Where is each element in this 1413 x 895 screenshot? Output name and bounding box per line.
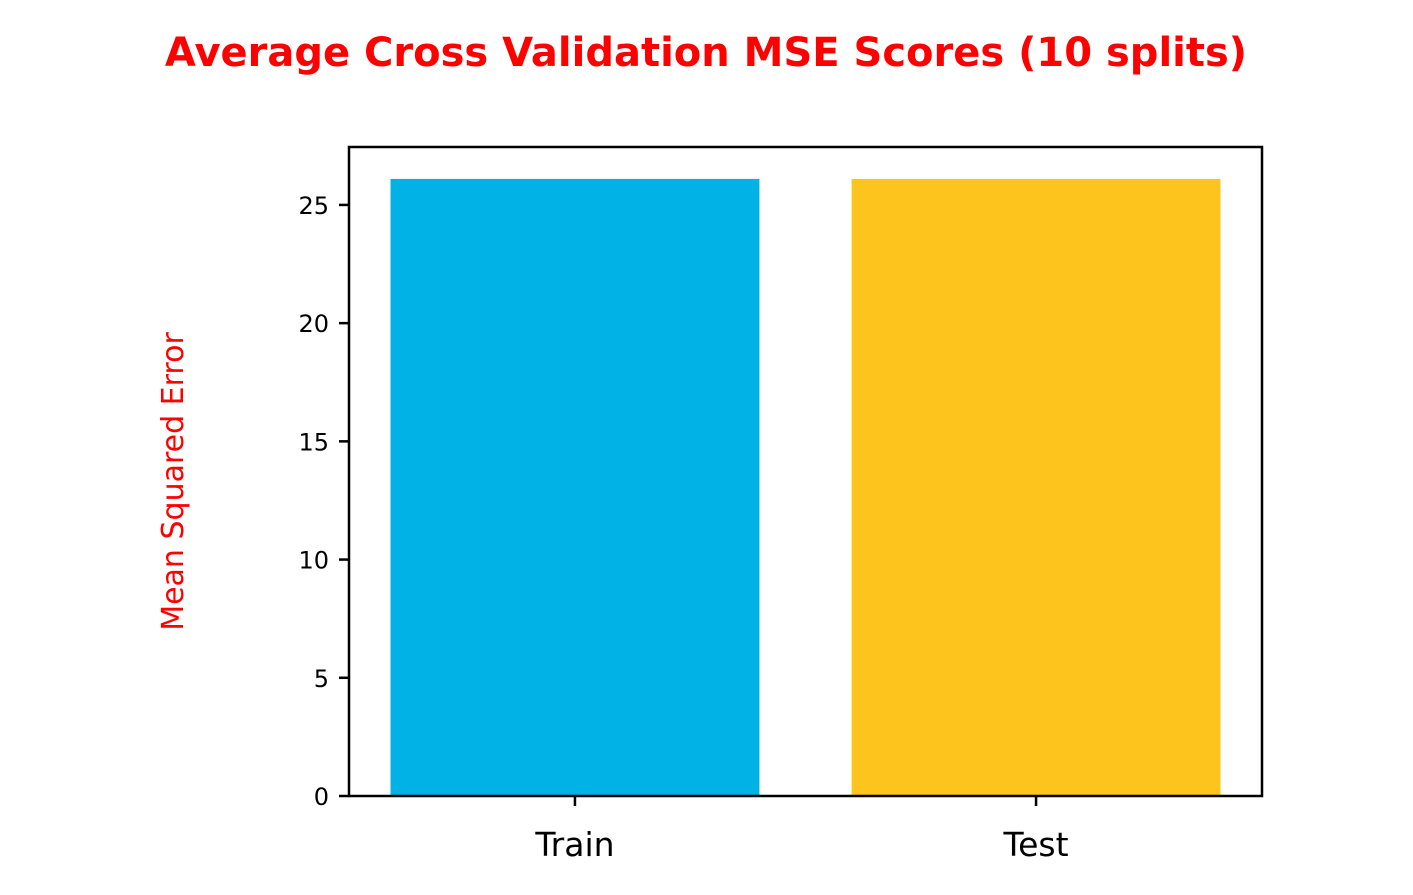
y-tick-label: 25 [298,192,329,220]
x-tick-label: Train [534,825,614,864]
y-tick-label: 15 [298,428,329,456]
x-tick-label: Test [1003,825,1069,864]
y-tick-label: 5 [314,665,329,693]
plot-frame [347,145,1264,798]
y-tick-label: 20 [298,310,329,338]
bars-group [390,178,1221,796]
chart-title: Average Cross Validation MSE Scores (10 … [165,30,1247,76]
y-axis-label: Mean Squared Error [156,332,191,631]
bar-train [390,178,760,796]
y-tick-label: 10 [298,547,329,575]
x-axis-ticks: Train Test [534,796,1069,864]
y-tick-label: 0 [314,783,329,811]
y-axis-ticks: 0 5 10 15 20 25 [298,192,349,811]
bar-test [851,178,1221,796]
